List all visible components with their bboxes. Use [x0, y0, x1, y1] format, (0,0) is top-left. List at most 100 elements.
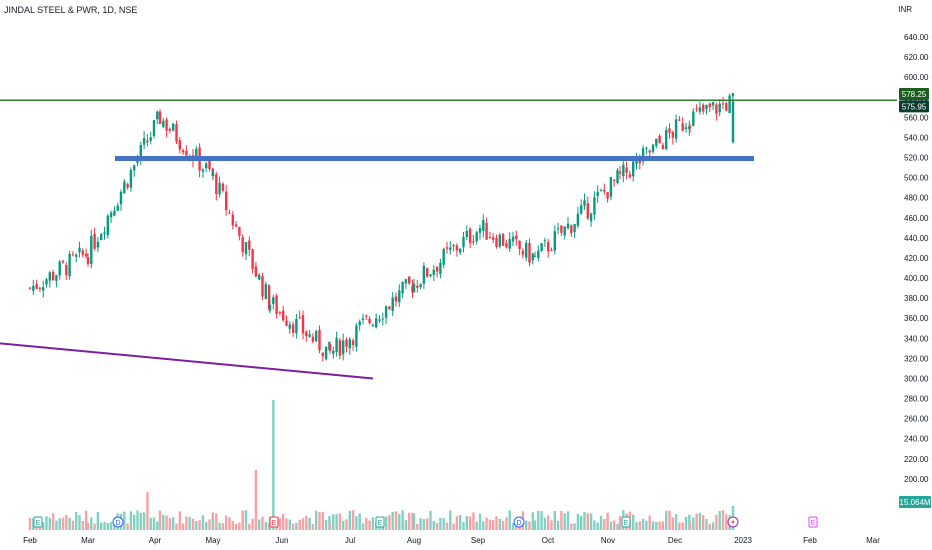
- candle-body: [342, 340, 345, 355]
- volume-bar: [671, 517, 674, 530]
- volume-bar: [645, 520, 648, 530]
- candle-body: [65, 265, 68, 276]
- volume-bar: [231, 520, 234, 530]
- candle-body: [698, 107, 702, 112]
- volume-bar: [426, 518, 429, 530]
- candle-body: [345, 339, 348, 347]
- volume-bar: [328, 522, 332, 530]
- candle-body: [573, 224, 576, 232]
- candle-body: [106, 215, 109, 236]
- candle-body: [442, 248, 445, 265]
- volume-bar: [45, 516, 48, 530]
- candle-body: [324, 346, 328, 360]
- candle-body: [618, 171, 622, 174]
- y-tick-label: 640.00: [904, 33, 929, 42]
- candle-body: [365, 315, 368, 317]
- candle-body: [61, 260, 65, 263]
- candle-body: [550, 249, 553, 251]
- y-tick-label: 200.00: [904, 475, 929, 484]
- candle-body: [86, 257, 90, 264]
- volume-bar: [241, 510, 244, 530]
- candle-body: [632, 161, 635, 177]
- volume-bar: [661, 521, 665, 530]
- y-tick-label: 380.00: [904, 294, 929, 303]
- candle-body: [718, 103, 721, 113]
- volume-bar: [472, 512, 475, 530]
- candle-body: [511, 236, 515, 242]
- volume-bar: [556, 520, 560, 530]
- candle-body: [301, 315, 305, 334]
- candle-body: [133, 165, 136, 171]
- volume-bar: [285, 518, 288, 530]
- x-tick-label: Oct: [542, 536, 555, 545]
- volume-bar: [315, 510, 318, 530]
- volume-bar: [533, 520, 537, 530]
- volume-bar: [371, 517, 375, 530]
- candle-body: [468, 228, 472, 244]
- volume-bar: [537, 510, 540, 530]
- candle-body: [251, 249, 254, 270]
- candle-body: [208, 160, 211, 170]
- candle-body: [475, 232, 478, 242]
- candle-body: [241, 237, 244, 253]
- candle-body: [298, 317, 301, 319]
- volume-bar: [156, 521, 159, 530]
- volume-bar: [348, 510, 351, 530]
- y-tick-label: 560.00: [904, 113, 929, 122]
- candle-body: [570, 225, 573, 234]
- candle-body: [185, 150, 188, 156]
- volume-bar: [78, 515, 81, 530]
- candle-body: [335, 337, 338, 352]
- volume-bar: [596, 522, 599, 530]
- volume-bar: [725, 514, 728, 530]
- earnings-event-icon: [621, 516, 631, 528]
- candle-body: [388, 306, 391, 310]
- volume-bar: [641, 518, 645, 530]
- candle-body: [419, 284, 422, 288]
- candle-body: [715, 104, 718, 114]
- volume-bar: [412, 513, 416, 530]
- volume-bar: [452, 523, 455, 530]
- candle-body: [674, 119, 678, 139]
- volume-bar: [48, 517, 51, 530]
- volume-bar: [465, 516, 468, 530]
- candle-body: [648, 150, 651, 153]
- volume-bar: [445, 522, 449, 530]
- candle-body: [288, 324, 291, 329]
- volume-bar: [488, 519, 492, 530]
- volume-bar: [718, 511, 721, 530]
- candle-body: [543, 240, 547, 242]
- volume-bar: [136, 510, 139, 530]
- candle-body: [576, 213, 580, 226]
- volume-bar: [468, 516, 472, 530]
- volume-bar: [68, 517, 71, 530]
- volume-bar: [388, 515, 391, 530]
- candle-body: [119, 191, 123, 205]
- candle-body: [146, 140, 149, 143]
- volume-bar: [28, 517, 32, 530]
- candle-body: [123, 181, 126, 194]
- candle-body: [75, 254, 78, 257]
- lightning-icon: [731, 519, 735, 525]
- volume-bar: [361, 523, 365, 530]
- candle-body: [692, 111, 695, 126]
- candle-body: [599, 190, 603, 192]
- volume-bar: [71, 520, 75, 530]
- volume-bar: [295, 522, 298, 530]
- candle-body: [321, 352, 324, 357]
- volume-bar: [482, 521, 485, 530]
- price-badge: [899, 100, 929, 113]
- volume-bar: [688, 521, 692, 530]
- volume-bar: [81, 520, 84, 530]
- volume-bar: [478, 513, 482, 530]
- volume-bar: [606, 512, 609, 530]
- x-tick-label: Aug: [407, 536, 421, 545]
- candle-body: [702, 104, 705, 112]
- volume-bar: [123, 511, 126, 530]
- volume-bar: [65, 514, 68, 530]
- x-tick-label: 2023: [734, 536, 752, 545]
- candle-body: [398, 290, 401, 302]
- volume-bar: [298, 519, 301, 530]
